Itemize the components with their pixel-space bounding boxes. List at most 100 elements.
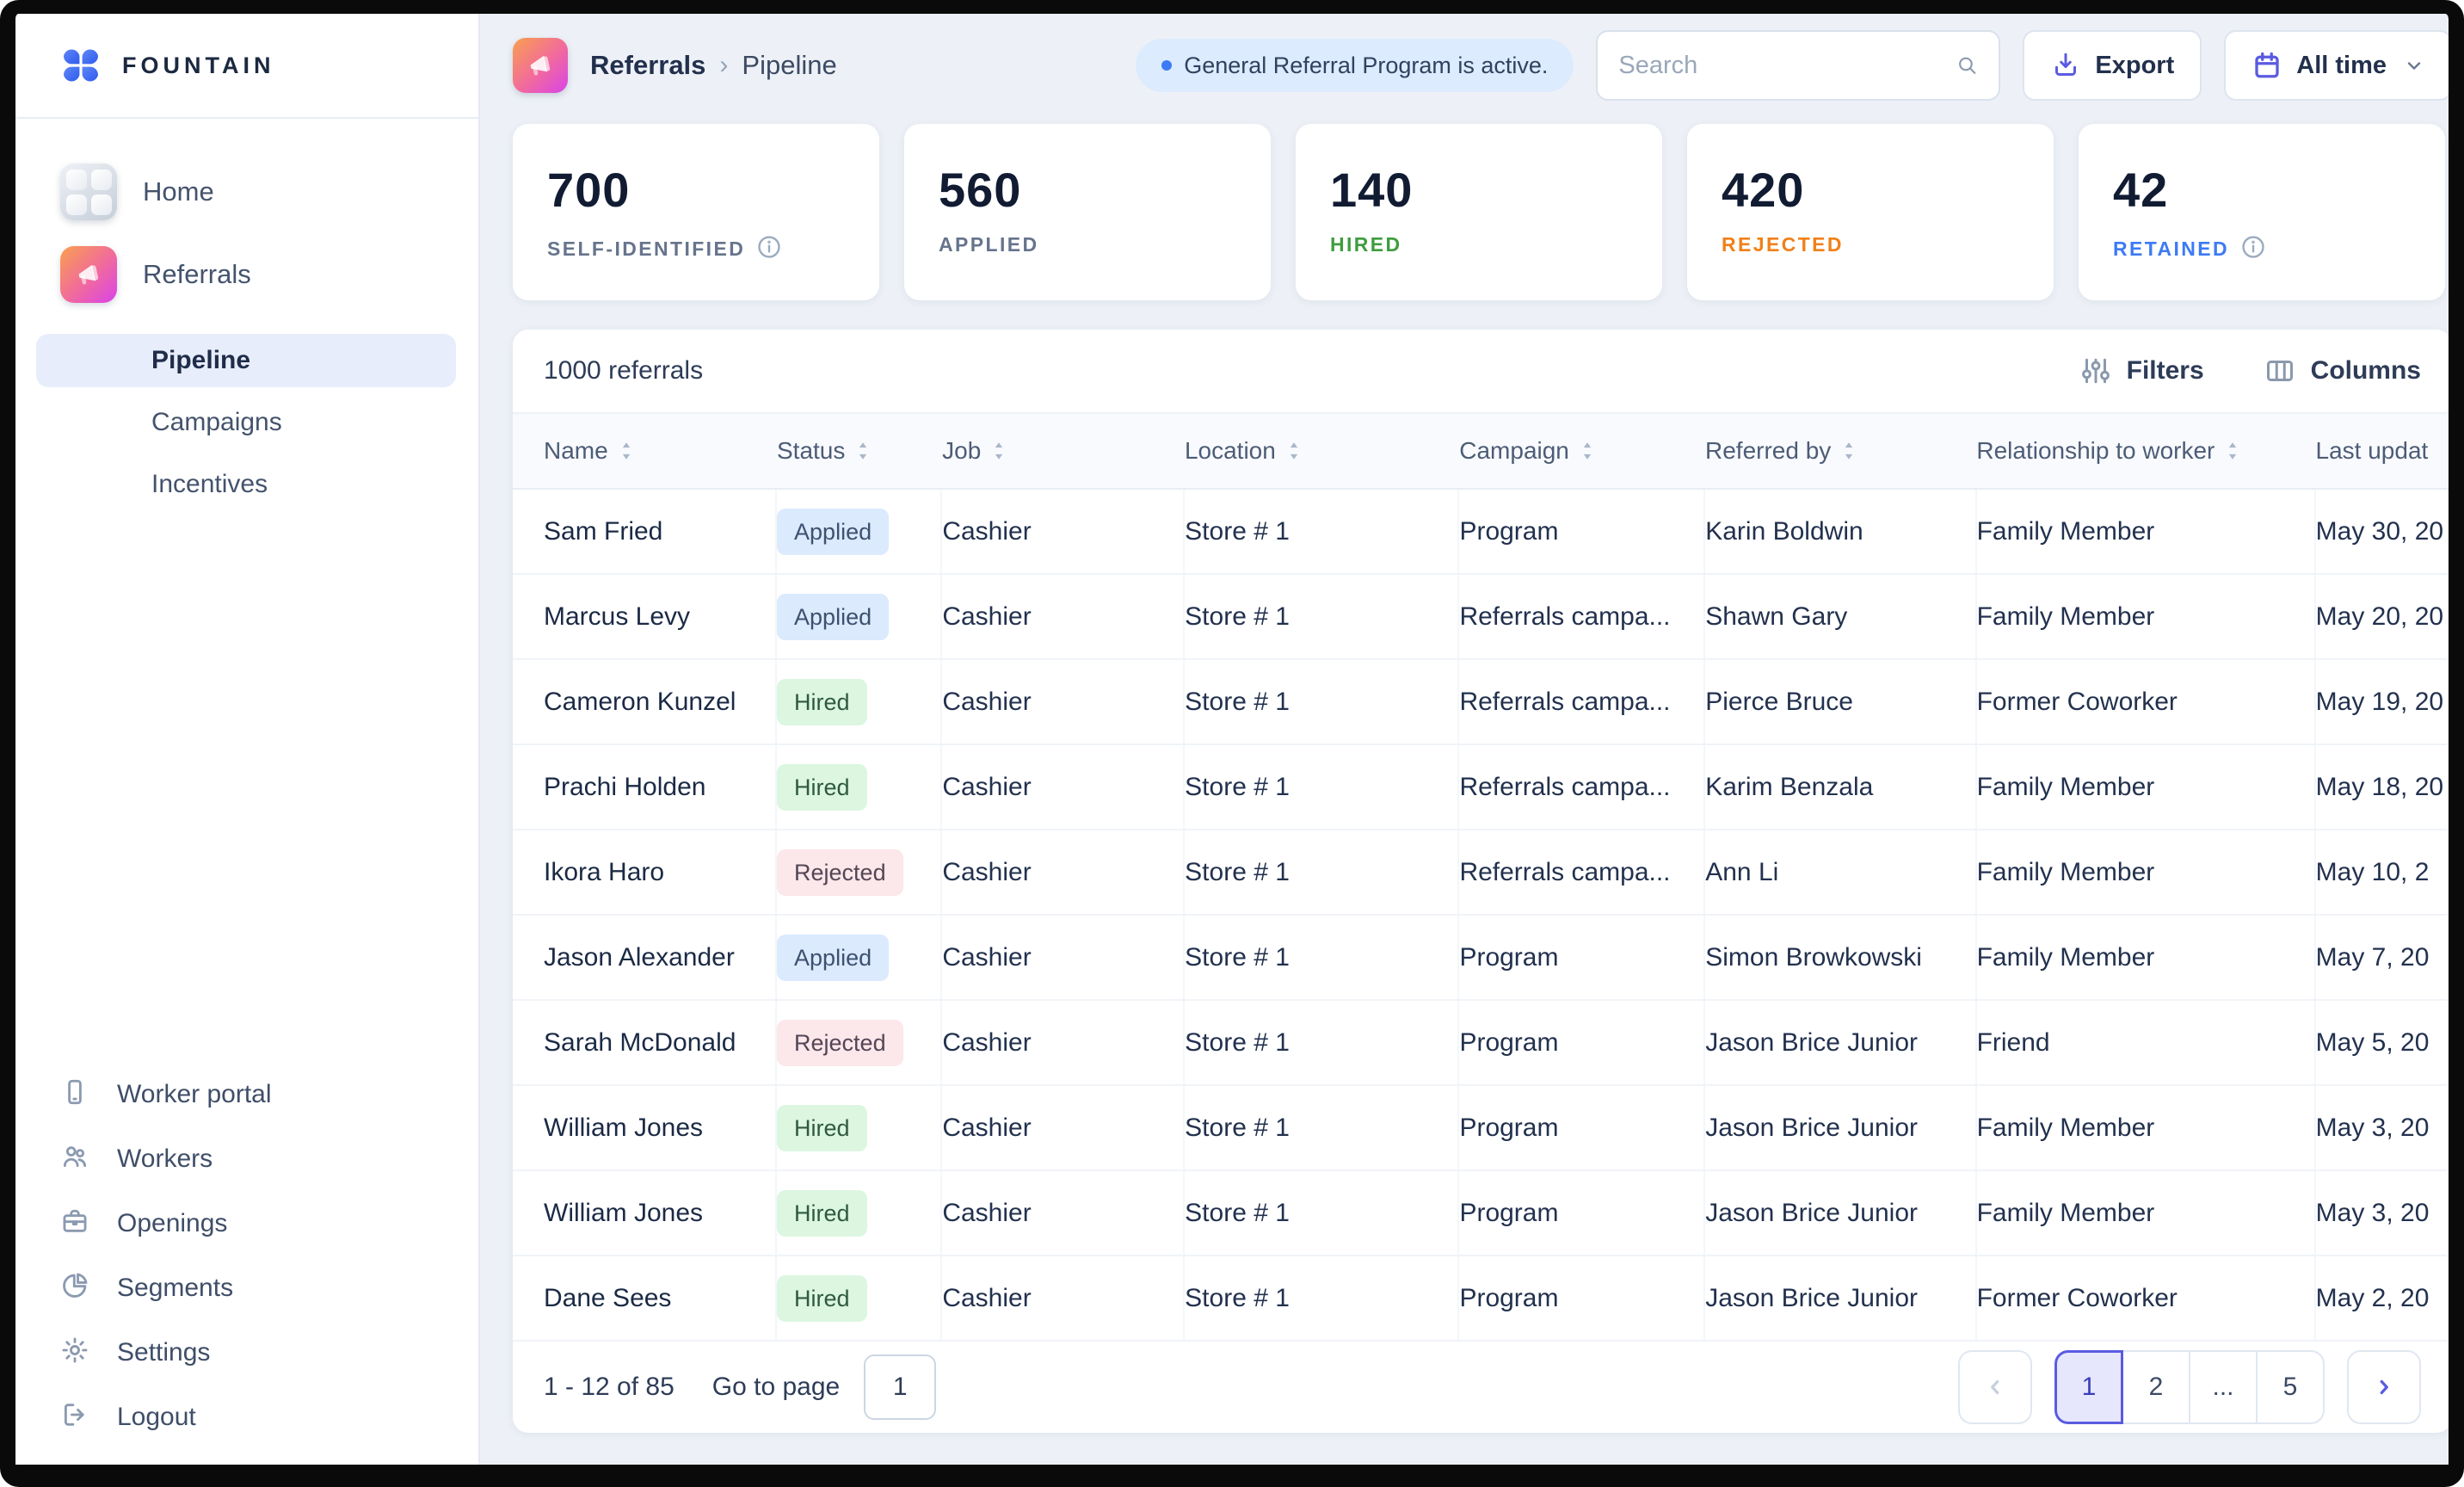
column-header-name[interactable]: Name bbox=[544, 437, 777, 465]
previous-page-button[interactable] bbox=[1958, 1350, 2032, 1424]
cell-text: Family Member bbox=[1976, 857, 2155, 886]
cell-text: Jason Brice Junior bbox=[1705, 1113, 1919, 1142]
page-button-5[interactable]: 5 bbox=[2256, 1350, 2325, 1424]
cell-text: Sam Fried bbox=[544, 516, 663, 546]
status-badge: Hired bbox=[777, 678, 867, 725]
cell-location: Store # 1 bbox=[1185, 490, 1460, 573]
cell-last_updated: May 5, 20 bbox=[2316, 1001, 2449, 1084]
cell-text: Cashier bbox=[942, 1027, 1032, 1057]
sidebar-subitem-pipeline[interactable]: Pipeline bbox=[36, 334, 456, 387]
time-filter-button[interactable]: All time bbox=[2224, 30, 2449, 101]
table-row[interactable]: William Jones Hired Cashier Store # 1 Progra… bbox=[513, 1171, 2449, 1256]
breadcrumb-referrals[interactable]: Referrals bbox=[590, 50, 706, 80]
cell-text: May 2, 20 bbox=[2315, 1283, 2430, 1312]
cell-relationship: Family Member bbox=[1977, 745, 2316, 829]
page-button-...[interactable]: ... bbox=[2189, 1350, 2258, 1424]
filters-icon bbox=[2081, 358, 2110, 384]
cell-text: Pierce Bruce bbox=[1705, 687, 1853, 716]
cell-text: Program bbox=[1459, 1113, 1559, 1142]
sort-icon bbox=[859, 442, 867, 460]
cell-name: Dane Sees bbox=[544, 1256, 778, 1340]
info-icon[interactable] bbox=[2239, 233, 2267, 261]
cell-location: Store # 1 bbox=[1185, 916, 1460, 999]
column-header-location[interactable]: Location bbox=[1185, 437, 1459, 465]
sidebar-subitem-campaigns[interactable]: Campaigns bbox=[151, 408, 282, 436]
sort-icon bbox=[622, 442, 630, 460]
cell-location: Store # 1 bbox=[1185, 745, 1460, 829]
cell-text: May 19, 20 bbox=[2315, 687, 2444, 716]
page-button-1[interactable]: 1 bbox=[2054, 1350, 2123, 1424]
column-header-label: Campaign bbox=[1459, 437, 1569, 464]
cell-name: Ikora Haro bbox=[544, 830, 778, 914]
column-header-status[interactable]: Status bbox=[777, 437, 942, 465]
cell-campaign: Referrals campa... bbox=[1459, 660, 1706, 744]
cell-status: Rejected bbox=[777, 1001, 943, 1084]
sidebar-main-nav: Home Referrals bbox=[15, 119, 478, 303]
column-header-label: Last updat bbox=[2315, 437, 2429, 464]
cell-text: Cashier bbox=[942, 602, 1032, 631]
table-row[interactable]: Jason Alexander Applied Cashier Store # 1 Pr… bbox=[513, 916, 2449, 1001]
home-grid-icon bbox=[60, 164, 117, 220]
export-button[interactable]: Export bbox=[2023, 30, 2202, 101]
sidebar-item-segments[interactable]: Segments bbox=[60, 1271, 456, 1305]
page-button-2[interactable]: 2 bbox=[2122, 1350, 2190, 1424]
table-row[interactable]: Ikora Haro Rejected Cashier Store # 1 Referr… bbox=[513, 830, 2449, 916]
info-icon[interactable] bbox=[2239, 233, 2267, 265]
cell-text: Store # 1 bbox=[1185, 516, 1290, 546]
cell-last_updated: May 7, 20 bbox=[2316, 916, 2449, 999]
table-row[interactable]: William Jones Hired Cashier Store # 1 Progra… bbox=[513, 1086, 2449, 1171]
pie-icon bbox=[60, 1271, 89, 1305]
table-row[interactable]: Marcus Levy Applied Cashier Store # 1 Referr… bbox=[513, 575, 2449, 660]
stat-value: 560 bbox=[939, 163, 1022, 217]
column-header-referred-by[interactable]: Referred by bbox=[1705, 437, 1976, 465]
fountain-logo-icon bbox=[63, 49, 98, 82]
cell-text: Family Member bbox=[1976, 602, 2155, 631]
cell-text: Dane Sees bbox=[544, 1283, 672, 1312]
info-icon[interactable] bbox=[755, 233, 783, 261]
column-header-job[interactable]: Job bbox=[942, 437, 1185, 465]
stat-value: 420 bbox=[1722, 163, 1805, 217]
next-page-button[interactable] bbox=[2347, 1350, 2421, 1424]
sidebar-subitem-incentives[interactable]: Incentives bbox=[151, 470, 268, 498]
table-row[interactable]: Cameron Kunzel Hired Cashier Store # 1 Refer… bbox=[513, 660, 2449, 745]
cell-status: Applied bbox=[777, 490, 943, 573]
goto-page-input[interactable] bbox=[864, 1354, 937, 1420]
table-row[interactable]: Sam Fried Applied Cashier Store # 1 Program K… bbox=[513, 490, 2449, 575]
sidebar-item-referrals[interactable]: Referrals bbox=[60, 246, 456, 303]
cell-campaign: Referrals campa... bbox=[1459, 745, 1706, 829]
cell-text: Cashier bbox=[942, 516, 1032, 546]
cell-status: Hired bbox=[777, 1086, 943, 1169]
table-row[interactable]: Sarah McDonald Rejected Cashier Store # 1 Pr… bbox=[513, 1001, 2449, 1086]
info-icon[interactable] bbox=[755, 233, 783, 265]
brand-logo-row[interactable]: FOUNTAIN bbox=[15, 14, 478, 119]
sidebar-item-worker-portal[interactable]: Worker portal bbox=[60, 1077, 456, 1111]
sidebar-item-logout[interactable]: Logout bbox=[60, 1400, 456, 1434]
sort-icon bbox=[2229, 442, 2237, 460]
chevron-right-icon bbox=[2380, 1379, 2388, 1395]
column-header-campaign[interactable]: Campaign bbox=[1459, 437, 1705, 465]
columns-button[interactable]: Columns bbox=[2264, 355, 2421, 386]
sidebar-item-openings[interactable]: Openings bbox=[60, 1206, 456, 1240]
cell-text: Jason Brice Junior bbox=[1705, 1283, 1919, 1312]
sidebar-item-settings[interactable]: Settings bbox=[60, 1336, 456, 1369]
people-icon bbox=[60, 1142, 89, 1175]
cell-referred_by: Jason Brice Junior bbox=[1705, 1001, 1977, 1084]
table-row[interactable]: Prachi Holden Hired Cashier Store # 1 Referr… bbox=[513, 745, 2449, 830]
cell-job: Cashier bbox=[942, 830, 1186, 914]
filters-button[interactable]: Filters bbox=[2080, 355, 2204, 386]
search-input[interactable] bbox=[1618, 51, 1943, 80]
export-label: Export bbox=[2095, 51, 2175, 79]
stat-card-hired: 140 HIRED bbox=[1296, 124, 1662, 300]
stat-label-row: RETAINED bbox=[2113, 233, 2411, 265]
cell-text: Cashier bbox=[942, 772, 1032, 801]
pagination-bar: 1 - 12 of 85 Go to page 12...5 bbox=[513, 1342, 2449, 1433]
column-header-relationship-to-worker[interactable]: Relationship to worker bbox=[1976, 437, 2315, 465]
filters-label: Filters bbox=[2126, 356, 2204, 385]
table-row[interactable]: Dane Sees Hired Cashier Store # 1 Program Jas… bbox=[513, 1256, 2449, 1342]
table-body: Sam Fried Applied Cashier Store # 1 Program K… bbox=[513, 490, 2449, 1342]
sidebar-item-home[interactable]: Home bbox=[60, 164, 456, 220]
sidebar-item-workers[interactable]: Workers bbox=[60, 1142, 456, 1175]
columns-icon bbox=[2266, 361, 2293, 381]
status-banner-text: General Referral Program is active. bbox=[1184, 52, 1549, 78]
column-header-label: Name bbox=[544, 437, 608, 464]
